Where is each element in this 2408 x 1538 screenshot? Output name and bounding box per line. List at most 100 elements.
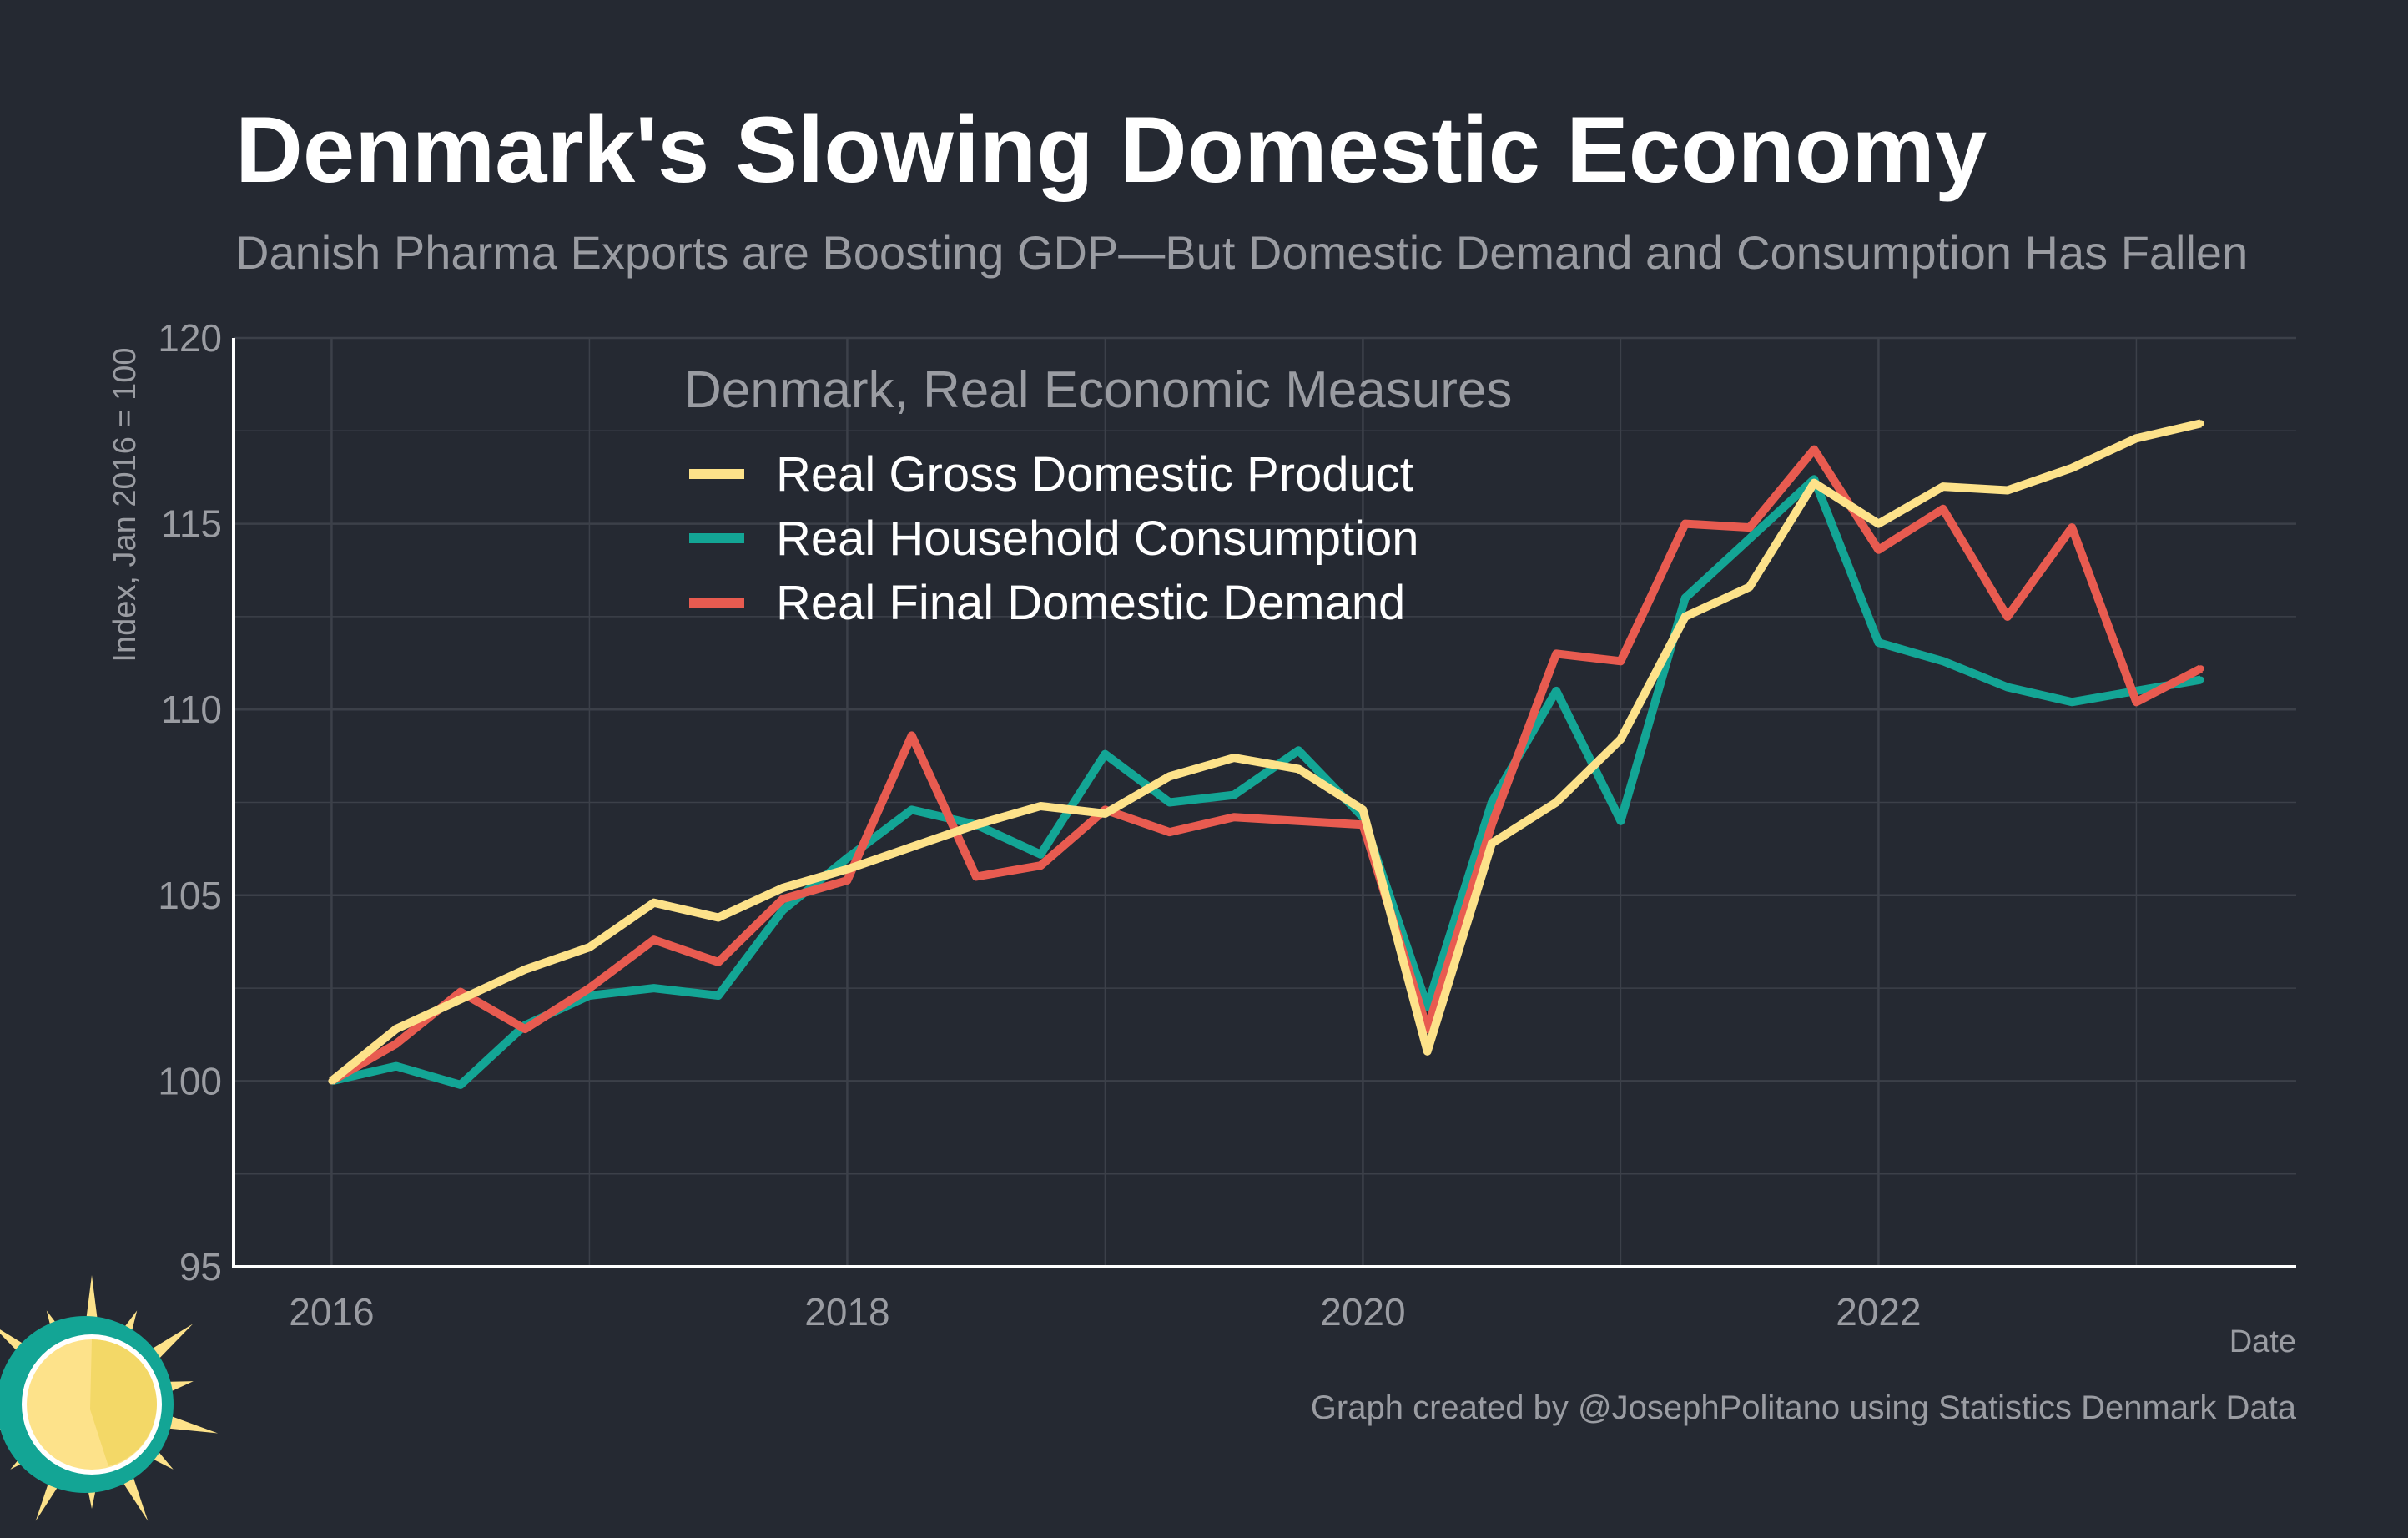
data-point-real-gross-domestic-product [1939, 483, 1947, 491]
data-point-real-final-domestic-demand [456, 988, 464, 996]
data-point-real-gross-domestic-product [2133, 435, 2140, 442]
legend: Denmark, Real Economic Measures Real Gro… [684, 361, 1512, 630]
data-point-real-household-consumption [1617, 817, 1625, 824]
data-point-real-household-consumption [908, 806, 915, 814]
series-line-real-final-domestic-demand [329, 445, 2204, 1085]
data-point-real-final-domestic-demand [1230, 814, 1237, 821]
data-point-real-final-domestic-demand [2003, 613, 2011, 620]
data-point-real-household-consumption [1746, 535, 1753, 542]
x-axis-tick-labels: 2016 2018 2020 2022 [289, 1290, 1921, 1334]
data-point-real-gross-domestic-product [1875, 520, 1882, 527]
data-point-real-gross-domestic-product [2197, 420, 2204, 427]
sun-shade [90, 1339, 157, 1466]
data-point-real-gross-domestic-product [1166, 773, 1173, 780]
data-point-real-household-consumption [2003, 683, 2011, 691]
data-point-real-gross-domestic-product [908, 843, 915, 850]
data-point-real-final-domestic-demand [1681, 520, 1689, 527]
y-tick-label: 115 [161, 502, 222, 546]
data-point-real-gross-domestic-product [650, 899, 657, 906]
legend-title: Denmark, Real Economic Measures [684, 361, 1512, 419]
data-point-real-final-domestic-demand [972, 873, 980, 880]
data-point-real-final-domestic-demand [779, 895, 787, 903]
y-tick-label: 105 [158, 874, 222, 917]
data-point-real-final-domestic-demand [714, 958, 722, 966]
data-point-real-final-domestic-demand [908, 732, 915, 739]
data-point-real-final-domestic-demand [1037, 862, 1045, 870]
data-point-real-gross-domestic-product [972, 821, 980, 829]
data-point-real-gross-domestic-product [1423, 1047, 1431, 1055]
data-point-real-gross-domestic-product [2003, 487, 2011, 494]
data-point-real-gross-domestic-product [1746, 583, 1753, 591]
data-point-real-final-domestic-demand [650, 936, 657, 944]
data-point-real-final-domestic-demand [2133, 698, 2140, 706]
data-point-real-household-consumption [456, 1081, 464, 1088]
data-point-real-gross-domestic-product [1230, 754, 1237, 762]
data-point-real-household-consumption [1037, 850, 1045, 858]
data-point-real-final-domestic-demand [1939, 505, 1947, 512]
chart-title: Denmark's Slowing Domestic Economy [235, 98, 1987, 202]
x-axis-label: Date [2229, 1324, 2296, 1359]
data-point-real-household-consumption [1423, 1003, 1431, 1011]
data-series [328, 419, 2204, 1089]
data-point-real-household-consumption [392, 1062, 400, 1070]
data-point-real-gross-domestic-product [1811, 479, 1818, 487]
legend-label: Real Gross Domestic Product [776, 447, 1413, 502]
data-point-real-gross-domestic-product [586, 944, 593, 951]
data-point-real-gross-domestic-product [1488, 840, 1495, 847]
data-point-real-gross-domestic-product [1553, 799, 1560, 806]
data-point-real-household-consumption [650, 985, 657, 992]
data-point-real-gross-domestic-product [2068, 464, 2076, 471]
data-point-real-household-consumption [1939, 658, 1947, 665]
data-point-real-final-domestic-demand [1875, 546, 1882, 553]
data-point-real-final-domestic-demand [1488, 821, 1495, 829]
data-point-real-household-consumption [1230, 791, 1237, 799]
data-point-real-final-domestic-demand [1553, 650, 1560, 658]
data-point-real-gross-domestic-product [1037, 802, 1045, 809]
chart-subtitle: Danish Pharma Exports are Boosting GDP—B… [235, 226, 2248, 279]
data-point-real-household-consumption [779, 906, 787, 914]
data-point-real-final-domestic-demand [2197, 665, 2204, 673]
data-point-real-gross-domestic-product [521, 966, 529, 973]
data-point-real-gross-domestic-product [1681, 613, 1689, 620]
data-point-real-household-consumption [2197, 676, 2204, 683]
y-axis-tick-labels: 95 100 105 110 115 120 [158, 316, 222, 1288]
data-point-real-gross-domestic-product [456, 996, 464, 1003]
data-point-real-final-domestic-demand [2068, 524, 2076, 532]
data-point-real-final-domestic-demand [392, 1040, 400, 1047]
y-tick-label: 100 [158, 1059, 222, 1102]
legend-label: Real Final Domestic Demand [776, 576, 1405, 630]
x-tick-label: 2020 [1320, 1290, 1405, 1334]
data-point-real-household-consumption [1101, 750, 1109, 758]
x-tick-label: 2016 [289, 1290, 374, 1334]
series-line-real-household-consumption [330, 475, 2202, 1089]
data-point-real-household-consumption [844, 855, 851, 862]
sun-logo-icon [0, 1275, 219, 1521]
series-line-real-gross-domestic-product [329, 419, 2202, 1085]
data-point-real-household-consumption [1875, 639, 1882, 647]
data-point-real-final-domestic-demand [586, 985, 593, 992]
data-point-real-final-domestic-demand [844, 876, 851, 884]
data-point-real-gross-domestic-product [1359, 806, 1367, 814]
axes [232, 338, 2296, 1268]
data-point-real-household-consumption [2068, 698, 2076, 706]
y-axis-label: Index, Jan 2016 = 100 [108, 347, 143, 662]
y-tick-label: 110 [161, 688, 222, 731]
legend-label: Real Household Consumption [776, 512, 1419, 566]
data-point-real-household-consumption [1553, 687, 1560, 694]
data-point-real-final-domestic-demand [521, 1026, 529, 1033]
data-point-real-final-domestic-demand [1746, 524, 1753, 532]
y-tick-label: 95 [179, 1245, 222, 1288]
data-point-real-household-consumption [1681, 594, 1689, 602]
source-caption: Graph created by @JosephPolitano using S… [1311, 1389, 2297, 1426]
data-point-real-gross-domestic-product [844, 865, 851, 873]
x-tick-label: 2022 [1836, 1290, 1921, 1334]
data-point-real-gross-domestic-product [328, 1077, 335, 1085]
data-point-real-household-consumption [1488, 799, 1495, 806]
data-point-real-gross-domestic-product [1617, 735, 1625, 743]
data-point-real-household-consumption [1295, 747, 1302, 754]
y-tick-label: 120 [158, 316, 222, 360]
data-point-real-gross-domestic-product [1101, 809, 1109, 817]
x-tick-label: 2018 [804, 1290, 889, 1334]
data-point-real-gross-domestic-product [779, 884, 787, 891]
